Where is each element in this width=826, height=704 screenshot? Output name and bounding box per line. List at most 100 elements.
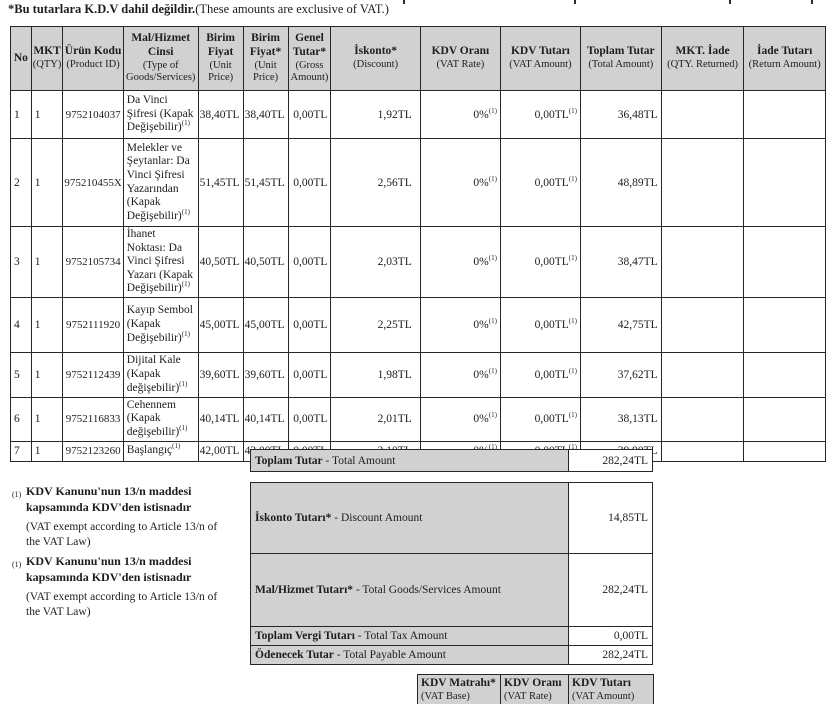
cell-return-amount bbox=[743, 351, 826, 398]
cell-product-id: 9752116833 bbox=[62, 396, 124, 442]
table-remnant-tick bbox=[729, 0, 731, 4]
cell-qty-returned bbox=[660, 138, 745, 227]
cell-product-id: 9752111920 bbox=[62, 296, 124, 353]
cell-vat-rate: 0%(1) bbox=[419, 226, 501, 298]
cell-qty: 1 bbox=[30, 138, 64, 227]
footnote-ref: (1) bbox=[568, 366, 577, 375]
cell-qty-returned bbox=[660, 396, 745, 442]
cell-return-amount bbox=[743, 440, 826, 462]
cell-no: 4 bbox=[10, 296, 32, 353]
cell-vat-rate: 0%(1) bbox=[419, 396, 501, 442]
col-header-goods-type: Mal/Hizmet Cinsi (Type of Goods/Services) bbox=[122, 26, 199, 91]
vat-exclusive-note: *Bu tutarlara K.D.V dahil değildir.(Thes… bbox=[8, 2, 389, 17]
cell-unit-price: 39,60TL bbox=[197, 351, 244, 398]
cell-unit-price: 42,00TL bbox=[197, 440, 244, 462]
vat-exemption-footnote: (1) KDV Kanunu'nun 13/n maddesi kapsamın… bbox=[12, 554, 252, 620]
cell-product-name: Cehennem (Kapak değişebilir)(1) bbox=[122, 396, 199, 442]
payable-amount-value: 282,24TL bbox=[568, 645, 653, 665]
goods-total-label: Mal/Hizmet Tutarı* - Total Goods/Service… bbox=[250, 553, 569, 627]
summary-row-goods-total: Mal/Hizmet Tutarı* - Total Goods/Service… bbox=[250, 553, 653, 627]
footnote-ref: (1) bbox=[488, 254, 497, 263]
total-amount-row: Toplam Tutar - Total Amount 282,24TL bbox=[250, 449, 653, 472]
cell-vat-rate: 0%(1) bbox=[419, 138, 501, 227]
footnote-ref: (1) bbox=[568, 316, 577, 325]
col-header-vat-amount: KDV Tutarı (VAT Amount) bbox=[499, 26, 581, 91]
cell-product-name: Dijital Kale (Kapak değişebilir)(1) bbox=[122, 351, 199, 398]
cell-total: 42,75TL bbox=[579, 296, 662, 353]
cell-discount: 2,56TL bbox=[330, 138, 421, 227]
cell-discount: 2,01TL bbox=[330, 396, 421, 442]
footnote-ref: (1) bbox=[488, 106, 497, 115]
footnote-ref: (1) bbox=[179, 379, 188, 388]
table-row: 5 1 9752112439 Dijital Kale (Kapak değiş… bbox=[10, 351, 826, 398]
cell-unit-price: 40,50TL bbox=[197, 226, 244, 298]
footnote-ref: (1) bbox=[568, 174, 577, 183]
cell-vat-rate: 0%(1) bbox=[419, 351, 501, 398]
cell-no: 2 bbox=[10, 138, 32, 227]
col-header-discount: İskonto* (Discount) bbox=[330, 26, 421, 91]
cell-no: 1 bbox=[10, 90, 32, 139]
cell-product-name: Başlangıç(1) bbox=[122, 440, 199, 462]
table-row: 3 1 9752105734 İhanet Noktası: Da Vinci … bbox=[10, 226, 826, 298]
footnote-ref: (1) bbox=[488, 366, 497, 375]
cell-vat-amount: 0,00TL(1) bbox=[499, 138, 581, 227]
cell-total: 38,47TL bbox=[579, 226, 662, 298]
cell-product-id: 9752123260 bbox=[62, 440, 124, 462]
cell-qty: 1 bbox=[30, 440, 64, 462]
cell-qty: 1 bbox=[30, 226, 64, 298]
col-header-qty-returned: MKT. İade (QTY. Returned) bbox=[660, 26, 745, 91]
col-header-vat-rate: KDV Oranı (VAT Rate) bbox=[419, 26, 501, 91]
footnote-text-en: (VAT exempt according to Article 13/n of… bbox=[26, 591, 218, 619]
footnote-marker: (1) bbox=[12, 490, 22, 499]
cell-total: 37,62TL bbox=[579, 351, 662, 398]
cell-return-amount bbox=[743, 396, 826, 442]
footnote-ref: (1) bbox=[488, 174, 497, 183]
cell-discount: 2,25TL bbox=[330, 296, 421, 353]
footnote-text-tr: KDV Kanunu'nun 13/n maddesi kapsamında K… bbox=[26, 484, 192, 514]
col-header-gross-amount: Genel Tutar* (Gross Amount) bbox=[287, 26, 332, 91]
cell-product-id: 9752112439 bbox=[62, 351, 124, 398]
footnote-ref: (1) bbox=[181, 207, 190, 216]
cell-no: 7 bbox=[10, 440, 32, 462]
cell-unit-price: 40,14TL bbox=[197, 396, 244, 442]
invoice-summary-table: İskonto Tutarı* - Discount Amount 14,85T… bbox=[250, 482, 653, 665]
footnote-ref: (1) bbox=[568, 254, 577, 263]
col-header-return-amount: İade Tutarı (Return Amount) bbox=[743, 26, 826, 91]
col-header-unit-price: Birim Fiyat (Unit Price) bbox=[197, 26, 244, 91]
footnote-ref: (1) bbox=[568, 411, 577, 420]
cell-unit-price: 51,45TL bbox=[197, 138, 244, 227]
col-header-unit-price-star: Birim Fiyat* (Unit Price) bbox=[242, 26, 289, 91]
cell-vat-amount: 0,00TL(1) bbox=[499, 396, 581, 442]
summary-row-payable: Ödenecek Tutar - Total Payable Amount 28… bbox=[250, 645, 653, 665]
cell-total: 36,48TL bbox=[579, 90, 662, 139]
vat-breakdown-table: KDV Matrahı* (VAT Base) KDV Oranı (VAT Rat… bbox=[417, 674, 654, 704]
table-header-row: No MKT (QTY) Ürün Kodu (Product ID) Mal/Hi… bbox=[10, 26, 826, 91]
vat-exclusive-note-en: (These amounts are exclusive of VAT.) bbox=[195, 2, 389, 16]
cell-product-name: Da Vinci Şifresi (Kapak Değişebilir)(1) bbox=[122, 90, 199, 139]
cell-return-amount bbox=[743, 90, 826, 139]
footnote-ref: (1) bbox=[179, 424, 188, 433]
col-header-vat-base: KDV Matrahı* (VAT Base) bbox=[417, 674, 501, 704]
cell-qty: 1 bbox=[30, 296, 64, 353]
goods-total-value: 282,24TL bbox=[568, 553, 653, 627]
cell-total: 38,13TL bbox=[579, 396, 662, 442]
total-amount-label: Toplam Tutar - Total Amount bbox=[250, 449, 569, 472]
col-header-no: No bbox=[10, 26, 32, 91]
cell-unit-price-star: 39,60TL bbox=[242, 351, 289, 398]
col-header-vat-amount: KDV Tutarı (VAT Amount) bbox=[568, 674, 654, 704]
footnote-text-tr: KDV Kanunu'nun 13/n maddesi kapsamında K… bbox=[26, 554, 192, 584]
footnote-ref: (1) bbox=[568, 106, 577, 115]
vat-exemption-footnote: (1) KDV Kanunu'nun 13/n maddesi kapsamın… bbox=[12, 484, 252, 550]
cell-discount: 1,92TL bbox=[330, 90, 421, 139]
cell-gross-amount: 0,00TL bbox=[287, 90, 332, 139]
cell-return-amount bbox=[743, 138, 826, 227]
cell-unit-price-star: 38,40TL bbox=[242, 90, 289, 139]
col-header-total-amount: Toplam Tutar (Total Amount) bbox=[579, 26, 662, 91]
table-row: 6 1 9752116833 Cehennem (Kapak değişebil… bbox=[10, 396, 826, 442]
col-header-product-id: Ürün Kodu (Product ID) bbox=[62, 26, 124, 91]
cell-gross-amount: 0,00TL bbox=[287, 296, 332, 353]
cell-product-name: Kayıp Sembol (Kapak Değişebilir)(1) bbox=[122, 296, 199, 353]
total-amount-value: 282,24TL bbox=[568, 449, 653, 472]
cell-qty-returned bbox=[660, 351, 745, 398]
cell-vat-amount: 0,00TL(1) bbox=[499, 296, 581, 353]
